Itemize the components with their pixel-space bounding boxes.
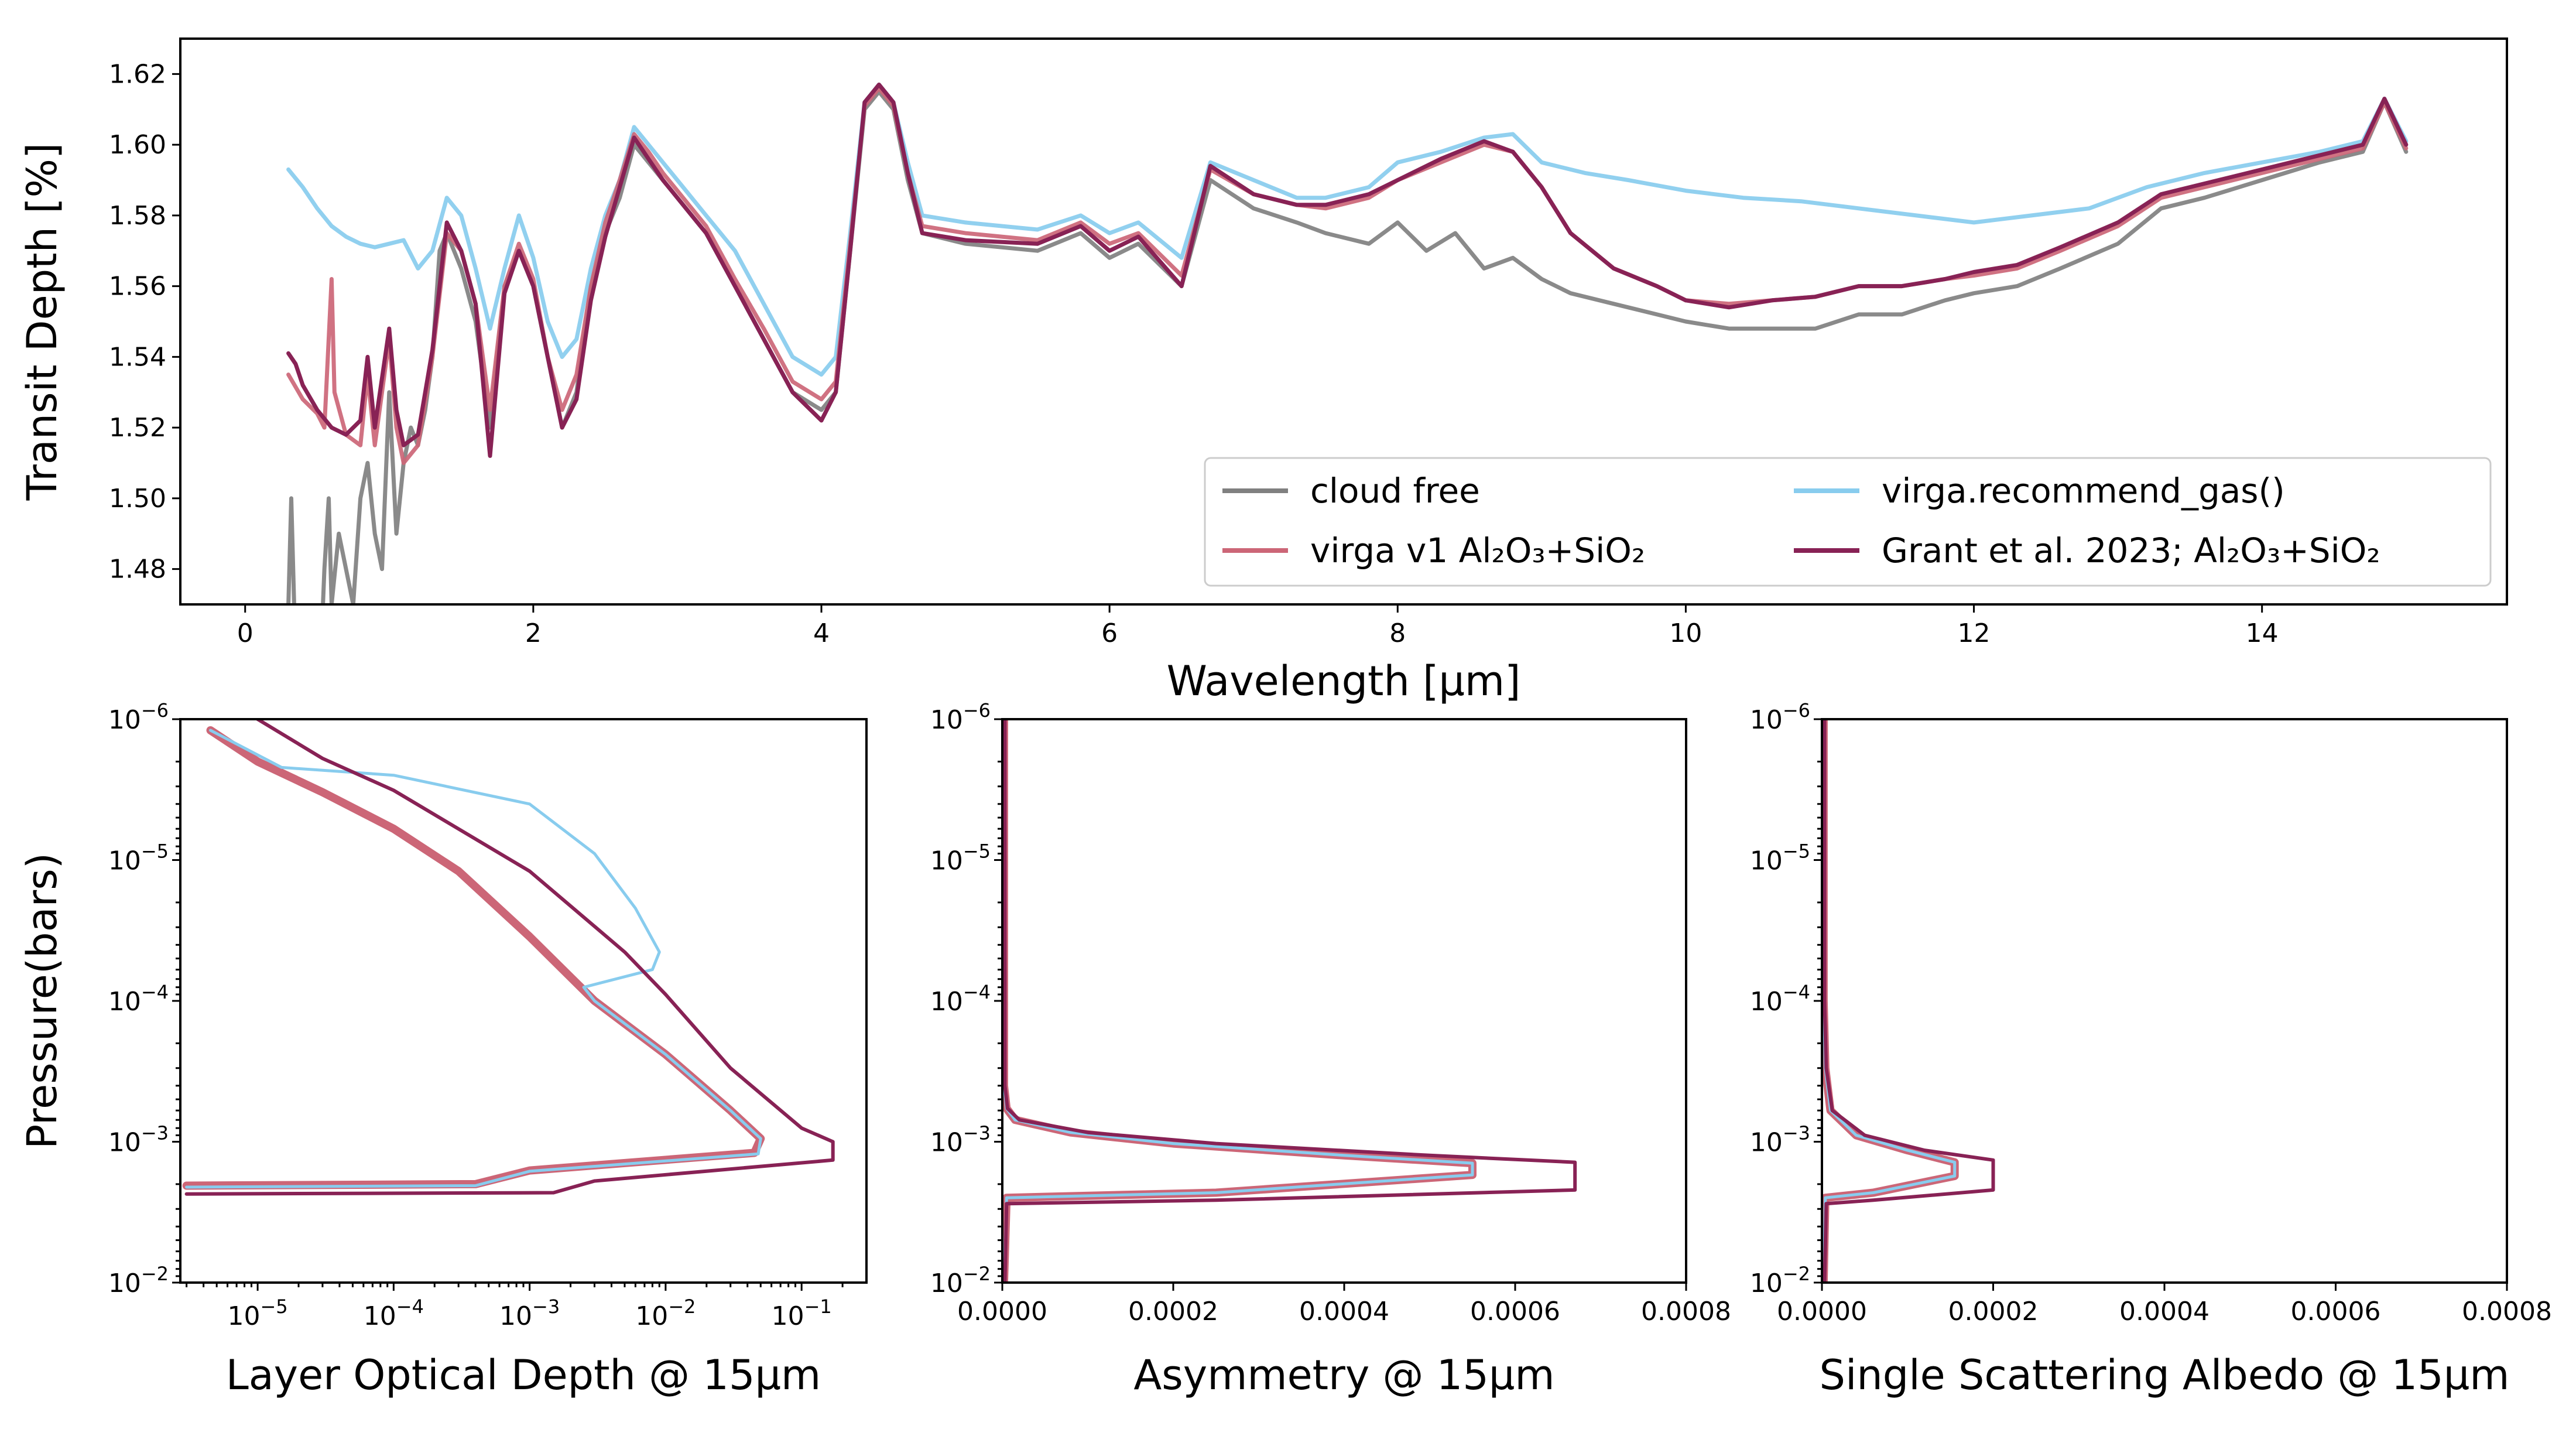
ytick-label-albedo-3: 10−3: [1750, 1122, 1810, 1158]
xtick-label-spectrum-3: 6: [1101, 618, 1118, 648]
ytick-label-albedo-4: 10−2: [1750, 1263, 1810, 1298]
ylabel-optical_depth: Pressure(bars): [18, 853, 66, 1149]
ylabel-spectrum: Transit Depth [%]: [18, 143, 66, 501]
xlabel-asymmetry: Asymmetry @ 15μm: [1133, 1351, 1554, 1399]
legend-label-3: Grant et al. 2023; Al₂O₃+SiO₂: [1882, 531, 2380, 570]
axes-frame-spectrum: [179, 37, 2508, 606]
xtick-label-albedo-2: 0.0004: [2119, 1297, 2210, 1327]
ytick-label-optical_depth-3: 10−3: [108, 1122, 169, 1158]
panel-spectrum: cloud free virga.recommend_gas()virga v1 …: [172, 37, 2508, 613]
ytick-label-asymmetry-0: 10−6: [930, 699, 991, 735]
ytick-label-optical_depth-1: 10−5: [108, 840, 169, 876]
ytick-label-spectrum-1: 1.50: [109, 484, 166, 514]
xtick-label-asymmetry-4: 0.0008: [1641, 1297, 1731, 1327]
series-optical_depth-2: [184, 719, 835, 1196]
legend-box: [1204, 457, 2492, 587]
ytick-label-optical_depth-2: 10−4: [108, 981, 169, 1017]
xlabel-spectrum: Wavelength [μm]: [1167, 657, 1521, 705]
xlabel-optical_depth: Layer Optical Depth @ 15μm: [226, 1351, 821, 1399]
xtick-label-albedo-4: 0.0008: [2462, 1297, 2552, 1327]
ytick-label-asymmetry-4: 10−2: [930, 1263, 991, 1298]
legend-label-0: cloud free: [1310, 471, 1480, 511]
ytick-label-spectrum-4: 1.56: [109, 272, 166, 302]
series-optical_depth-1: [185, 729, 762, 1189]
ytick-label-albedo-1: 10−5: [1750, 840, 1810, 876]
xtick-label-optical_depth-1: 10−4: [364, 1295, 424, 1331]
ytick-label-optical_depth-0: 10−6: [108, 699, 169, 735]
series-spectrum-2: [286, 86, 2409, 465]
panel-albedo: [1814, 718, 2508, 1291]
xtick-label-albedo-1: 0.0002: [1948, 1297, 2039, 1327]
xtick-label-asymmetry-0: 0.0000: [957, 1297, 1047, 1327]
series-asymmetry-2: [1003, 719, 1577, 1283]
legend-label-1: virga.recommend_gas(): [1882, 471, 2285, 511]
xtick-label-optical_depth-2: 10−3: [499, 1295, 560, 1331]
ytick-label-albedo-2: 10−4: [1750, 981, 1810, 1017]
xtick-label-spectrum-2: 4: [813, 618, 830, 648]
ytick-label-optical_depth-4: 10−2: [108, 1263, 169, 1298]
legend-label-2: virga v1 Al₂O₃+SiO₂: [1310, 531, 1645, 570]
ytick-label-spectrum-0: 1.48: [109, 555, 166, 584]
xtick-label-optical_depth-3: 10−2: [635, 1295, 696, 1331]
ytick-label-spectrum-6: 1.60: [109, 130, 166, 160]
ytick-label-albedo-0: 10−6: [1750, 699, 1810, 735]
ytick-label-asymmetry-3: 10−3: [930, 1122, 991, 1158]
ytick-label-asymmetry-1: 10−5: [930, 840, 991, 876]
ytick-label-spectrum-5: 1.58: [109, 201, 166, 231]
xtick-label-asymmetry-3: 0.0006: [1470, 1297, 1560, 1327]
ytick-label-spectrum-3: 1.54: [109, 342, 166, 372]
xtick-label-asymmetry-2: 0.0004: [1299, 1297, 1389, 1327]
xtick-label-asymmetry-1: 0.0002: [1128, 1297, 1218, 1327]
xtick-label-optical_depth-4: 10−1: [772, 1295, 832, 1331]
xtick-label-spectrum-5: 10: [1669, 618, 1702, 648]
xtick-label-optical_depth-0: 10−5: [227, 1295, 287, 1331]
xlabel-albedo: Single Scattering Albedo @ 15μm: [1820, 1351, 2510, 1399]
panel-asymmetry: [994, 718, 1687, 1291]
series-spectrum-3: [286, 83, 2409, 458]
series-optical_depth-0: [182, 726, 765, 1190]
xtick-label-spectrum-0: 0: [237, 618, 254, 648]
xtick-label-spectrum-4: 8: [1389, 618, 1406, 648]
axes-frame-albedo: [1821, 718, 2508, 1284]
xtick-label-spectrum-1: 2: [525, 618, 542, 648]
xtick-label-spectrum-7: 14: [2246, 618, 2279, 648]
ytick-label-asymmetry-2: 10−4: [930, 981, 991, 1017]
xtick-label-spectrum-6: 12: [1958, 618, 1991, 648]
series-spectrum-0: [286, 90, 2409, 604]
series-albedo-2: [1823, 719, 1995, 1283]
xtick-label-albedo-3: 0.0006: [2291, 1297, 2381, 1327]
ytick-label-spectrum-7: 1.62: [109, 59, 166, 89]
panel-optical_depth: [172, 718, 868, 1291]
ytick-label-spectrum-2: 1.52: [109, 413, 166, 443]
xtick-label-albedo-0: 0.0000: [1777, 1297, 1867, 1327]
